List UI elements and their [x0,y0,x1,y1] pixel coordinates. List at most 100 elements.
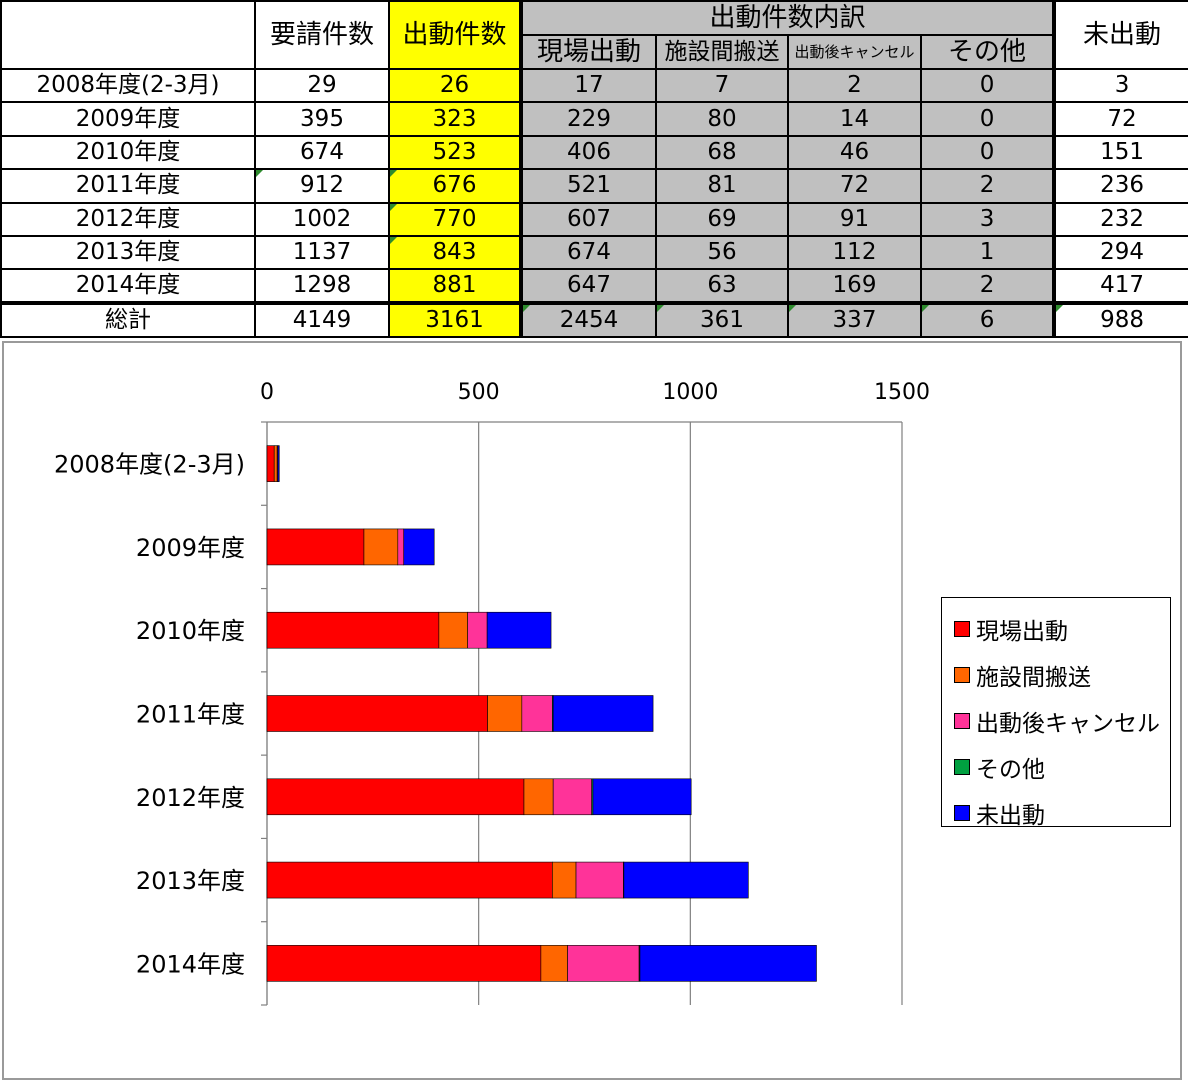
y-category-label: 2009年度 [136,534,245,562]
cell-request: 674 [254,134,390,171]
legend-label: 施設間搬送 [976,665,1091,691]
header-row-2: 現場出動 施設間搬送 出動後キャンセル その他 [1,34,1188,71]
table-row: 2014年度 1298 881 647 63 169 2 417 [0,268,1188,304]
legend-label: 現場出動 [976,619,1068,645]
header-breakdown: 出動件数内訳 [518,0,1057,37]
row-year: 2008年度(2-3月) [0,68,256,104]
bar-segment [266,528,365,566]
cell-not-dispatched: 151 [1053,134,1188,171]
row-year: 2012年度 [0,201,256,238]
bar-segment [523,778,554,816]
total-other: 6 [919,300,1057,339]
cell-not-dispatched: 72 [1053,101,1188,137]
cell-other: 2 [919,268,1057,304]
row-year: 2014年度 [0,268,256,304]
cell-dispatch: 323 [388,101,522,137]
total-not-dispatched: 988 [1053,300,1188,339]
total-onsite: 2454 [519,300,657,339]
legend: 現場出動施設間搬送出動後キャンセルその他未出動 [941,597,1171,829]
header-request: 要請件数 [254,0,390,71]
cell-dispatch: 26 [388,68,522,104]
cell-request: 29 [254,68,390,104]
cell-other: 0 [919,134,1057,171]
cell-cancel: 2 [787,68,922,104]
header-other: その他 [919,34,1057,71]
bar-segment [467,611,488,649]
legend-swatch [954,667,970,683]
table-row: 2008年度(2-3月) 29 26 17 7 2 0 3 [0,68,1188,104]
bar-segment [438,611,468,649]
bar-segment [521,695,553,732]
total-label: 総計 [0,300,256,339]
total-row: 総計 4149 3161 2454 361 337 6 988 [0,300,1188,339]
table-row: 2013年度 1137 843 674 56 112 1 294 [0,235,1188,271]
cell-other: 0 [919,68,1057,104]
y-category-label: 2011年度 [136,701,245,729]
cell-onsite: 647 [519,268,657,304]
bar-segment [363,528,399,566]
y-category-label: 2008年度(2-3月) [54,451,245,479]
header-row-1: 要請件数 出動件数 出動件数内訳 未出動 [0,0,1188,71]
total-dispatch: 3161 [388,300,522,339]
bar-segment [487,695,523,732]
cell-onsite: 406 [519,134,657,171]
cell-dispatch: 770 [388,201,522,238]
cell-not-dispatched: 236 [1053,168,1188,204]
header-not-dispatched: 未出動 [1053,0,1188,71]
cell-dispatch: 676 [388,168,522,204]
row-year: 2013年度 [0,235,256,271]
legend-item: 施設間搬送 [954,652,1170,698]
cell-not-dispatched: 232 [1053,201,1188,238]
cell-onsite: 674 [519,235,657,271]
cell-other: 0 [919,101,1057,137]
legend-swatch [954,621,970,637]
row-year: 2009年度 [0,101,256,137]
cell-other: 1 [919,235,1057,271]
bar-segment [266,611,440,649]
cell-dispatch: 843 [388,235,522,271]
cell-cancel: 91 [787,201,922,238]
legend-swatch [954,759,970,775]
legend-item: 出動後キャンセル [954,698,1170,744]
table-row: 2011年度 912 676 521 81 72 2 236 [0,168,1188,204]
table-row: 2012年度 1002 770 607 69 91 3 232 [0,201,1188,238]
x-tick-label: 1000 [662,380,718,405]
cell-request: 1298 [254,268,390,304]
header-onsite: 現場出動 [519,34,657,71]
legend-swatch [954,805,970,821]
cell-not-dispatched: 417 [1053,268,1188,304]
bar-segment [266,861,553,899]
legend-label: その他 [976,757,1045,783]
bar-segment [567,945,640,982]
bar-segment [266,945,542,982]
cell-request: 1137 [254,235,390,271]
header-cancel: 出動後キャンセル [787,34,922,71]
header-dispatch: 出動件数 [388,0,522,71]
bar-segment [277,445,280,482]
y-category-label: 2010年度 [136,617,245,645]
cell-request: 912 [254,168,390,204]
y-category-label: 2014年度 [136,950,245,978]
legend-swatch [954,713,970,729]
cell-transfer: 80 [655,101,789,137]
cell-transfer: 56 [655,235,789,271]
cell-transfer: 68 [655,134,789,171]
total-request: 4149 [254,300,390,339]
cell-not-dispatched: 3 [1053,68,1188,104]
cell-request: 395 [254,101,390,137]
cell-not-dispatched: 294 [1053,235,1188,271]
bar-segment [552,778,592,816]
x-tick-label: 0 [260,380,274,405]
cell-cancel: 112 [787,235,922,271]
legend-label: 未出動 [976,803,1045,829]
bar-segment [552,861,577,899]
cell-onsite: 229 [519,101,657,137]
bar-segment [575,861,624,899]
bar-segment [266,778,525,816]
stacked-bar-chart: 0 500 1000 1500 2008年度(2-3月) 2009年度 2010年度 2011… [54,380,930,1006]
row-year: 2010年度 [0,134,256,171]
data-table: 要請件数 出動件数 出動件数内訳 未出動 現場出動 施設間搬送 出動後キャンセル… [0,0,1188,339]
cell-cancel: 72 [787,168,922,204]
bar-segment [266,445,275,482]
x-tick-label: 1500 [874,380,930,405]
